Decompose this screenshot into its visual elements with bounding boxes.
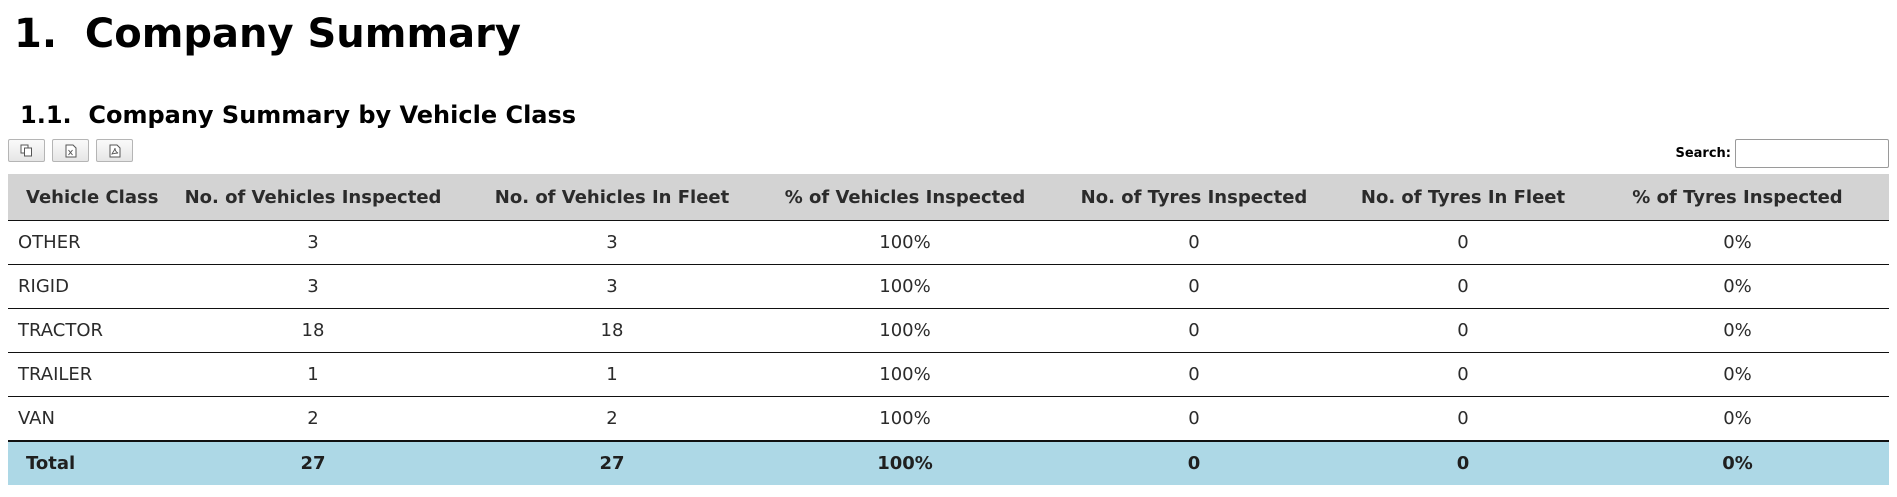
total-row: Total 27 27 100% 0 0 0% [8,440,1889,485]
column-header[interactable]: No. of Tyres In Fleet [1340,174,1586,221]
table-cell: 0 [1340,264,1586,309]
table-cell: 3 [462,220,762,265]
export-toolbar [8,139,133,162]
table-cell: OTHER [8,220,164,265]
total-cell: Total [8,440,164,485]
table-cell: 1 [462,352,762,397]
total-cell: 0 [1340,440,1586,485]
pdf-export-icon [109,144,120,157]
total-cell: 27 [462,440,762,485]
table-cell: 100% [762,396,1048,442]
table-cell: 0 [1048,220,1340,265]
table-cell: 3 [164,264,462,309]
table-cell: 100% [762,308,1048,353]
column-header[interactable]: No. of Vehicles In Fleet [462,174,762,221]
table-cell: 100% [762,264,1048,309]
column-header[interactable]: % of Tyres Inspected [1586,174,1889,221]
table-cell: 1 [164,352,462,397]
table-cell: 0 [1048,308,1340,353]
table-cell: 18 [164,308,462,353]
column-header[interactable]: No. of Tyres Inspected [1048,174,1340,221]
table-cell: 3 [462,264,762,309]
copy-button[interactable] [8,139,45,162]
table-cell: 0% [1586,396,1889,442]
table-row: TRACTOR 18 18 100% 0 0 0% [8,308,1889,353]
search-area: Search: [1675,139,1889,168]
column-header[interactable]: No. of Vehicles Inspected [164,174,462,221]
table-cell: 0% [1586,264,1889,309]
table-cell: 0% [1586,220,1889,265]
table-cell: RIGID [8,264,164,309]
table-row: TRAILER 1 1 100% 0 0 0% [8,352,1889,397]
table-cell: 0 [1340,308,1586,353]
table-cell: TRAILER [8,352,164,397]
table-cell: VAN [8,396,164,442]
table-cell: 0 [1340,220,1586,265]
page-title: 1. Company Summary [14,11,521,57]
table-cell: 100% [762,220,1048,265]
table-cell: 100% [762,352,1048,397]
copy-icon [20,144,32,157]
table-cell: 0 [1048,352,1340,397]
table-cell: 0 [1048,396,1340,442]
table-row: VAN 2 2 100% 0 0 0% [8,396,1889,442]
table-row: OTHER 3 3 100% 0 0 0% [8,220,1889,265]
table-header-row: Vehicle Class No. of Vehicles Inspected … [8,174,1889,221]
table-cell: 3 [164,220,462,265]
table-cell: 0 [1048,264,1340,309]
excel-export-button[interactable] [52,139,89,162]
column-header[interactable]: % of Vehicles Inspected [762,174,1048,221]
table-cell: 0 [1340,396,1586,442]
table-cell: 0 [1340,352,1586,397]
table-cell: 0% [1586,352,1889,397]
table-cell: TRACTOR [8,308,164,353]
total-cell: 100% [762,440,1048,485]
search-input[interactable] [1735,139,1889,168]
column-header[interactable]: Vehicle Class [8,174,164,221]
table-cell: 2 [462,396,762,442]
total-cell: 0% [1586,440,1889,485]
table-cell: 18 [462,308,762,353]
table-row: RIGID 3 3 100% 0 0 0% [8,264,1889,309]
table-cell: 0% [1586,308,1889,353]
pdf-export-button[interactable] [96,139,133,162]
total-cell: 27 [164,440,462,485]
section-title: 1.1. Company Summary by Vehicle Class [20,101,577,129]
company-summary-table: Vehicle Class No. of Vehicles Inspected … [8,174,1889,485]
total-cell: 0 [1048,440,1340,485]
search-label: Search: [1675,146,1731,161]
excel-export-icon [65,144,76,157]
table-cell: 2 [164,396,462,442]
